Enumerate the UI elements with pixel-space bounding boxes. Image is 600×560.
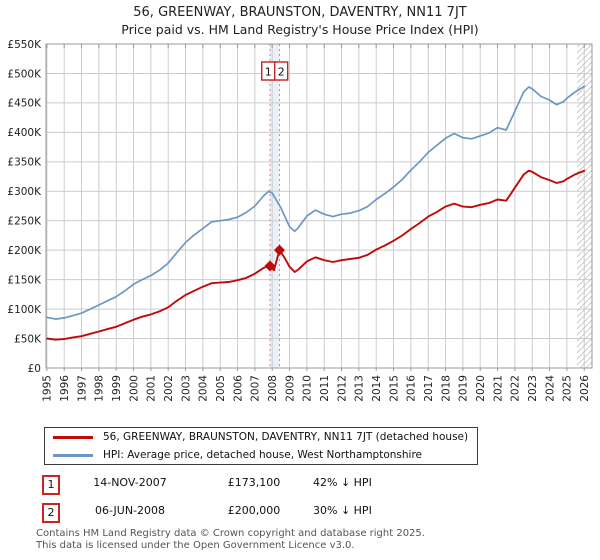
- x-axis-tick-label: 2007: [250, 375, 262, 402]
- x-axis-tick-label: 2022: [510, 375, 522, 402]
- transaction-hpi-delta: 42% ↓ HPI: [313, 476, 372, 489]
- x-axis-tick-label: 1999: [111, 375, 123, 402]
- x-axis-tick-label: 2025: [562, 375, 574, 402]
- transaction-row: 1 14-NOV-2007 £173,100 42% ↓ HPI: [0, 475, 600, 495]
- chart-legend: 56, GREENWAY, BRAUNSTON, DAVENTRY, NN11 …: [44, 427, 478, 465]
- transaction-hpi-delta: 30% ↓ HPI: [313, 504, 372, 517]
- y-axis-tick-label: £250K: [7, 216, 42, 228]
- y-axis-tick-label: £450K: [7, 98, 42, 110]
- transaction-date: 14-NOV-2007: [93, 476, 167, 489]
- x-axis-tick-label: 2019: [458, 375, 470, 402]
- transaction-date: 06-JUN-2008: [94, 504, 166, 517]
- y-axis-tick-label: £50K: [14, 333, 42, 345]
- transaction-number-badge: 2: [42, 503, 60, 523]
- x-axis-tick-label: 1998: [94, 375, 106, 402]
- hpi-line-swatch: [53, 453, 93, 457]
- x-axis-tick-label: 2011: [319, 375, 331, 402]
- transaction-price: £200,000: [227, 504, 281, 517]
- y-axis-tick-label: £200K: [7, 245, 42, 257]
- price-history-line-chart: £0 £50K £100K £150K £200K £250K £300K £350K £400…: [7, 39, 593, 402]
- x-axis-tick-label: 2013: [354, 375, 366, 402]
- future-hatch-region: [576, 44, 592, 368]
- series-line: [45, 169, 586, 341]
- x-axis-tick-label: 2024: [544, 375, 556, 402]
- y-axis-tick-label: £100K: [7, 304, 42, 316]
- y-axis-tick-label: £0: [28, 363, 41, 375]
- annotation-box-label: 2: [278, 66, 285, 79]
- sale-marker-diamond: [264, 260, 276, 272]
- legend-item-hpi: HPI: Average price, detached house, West…: [53, 448, 477, 463]
- y-axis-tick-label: £500K: [7, 68, 42, 80]
- y-axis-tick-label: £350K: [7, 157, 42, 169]
- x-axis-tick-label: 2018: [440, 375, 452, 402]
- y-axis-tick-label: £150K: [7, 274, 42, 286]
- x-axis-tick-label: 2014: [371, 375, 383, 402]
- x-axis-tick-label: 2012: [336, 375, 348, 402]
- x-axis-tick-label: 2006: [232, 375, 244, 402]
- x-axis-tick-label: 2023: [527, 375, 539, 402]
- x-axis-tick-label: 2017: [423, 375, 435, 402]
- footer-line-2: This data is licensed under the Open Gov…: [36, 539, 355, 551]
- license-footer: Contains HM Land Registry data © Crown c…: [36, 528, 596, 551]
- transaction-price: £173,100: [227, 476, 281, 489]
- property-line-swatch: [53, 435, 93, 439]
- legend-item-property: 56, GREENWAY, BRAUNSTON, DAVENTRY, NN11 …: [53, 430, 477, 445]
- page-title: 56, GREENWAY, BRAUNSTON, DAVENTRY, NN11 …: [133, 5, 467, 20]
- x-axis-tick-label: 2002: [163, 375, 175, 402]
- x-axis-tick-label: 2001: [146, 375, 158, 402]
- y-axis-tick-label: £300K: [7, 186, 42, 198]
- annotation-box: [274, 61, 289, 81]
- x-axis-tick-label: 1996: [59, 375, 71, 402]
- x-axis-tick-label: 1995: [42, 375, 54, 402]
- x-axis-tick-label: 2004: [198, 375, 210, 402]
- x-axis-tick-label: 2000: [128, 375, 140, 402]
- annotation-box-label: 1: [265, 66, 272, 79]
- x-axis-tick-label: 2026: [579, 375, 591, 402]
- transaction-number-badge: 1: [42, 475, 60, 495]
- legend-label: 56, GREENWAY, BRAUNSTON, DAVENTRY, NN11 …: [103, 431, 469, 443]
- page-subtitle: Price paid vs. HM Land Registry's House …: [121, 22, 479, 37]
- x-axis-tick-label: 2008: [267, 375, 279, 402]
- y-axis-tick-label: £400K: [7, 127, 42, 139]
- legend-label: HPI: Average price, detached house, West…: [103, 449, 422, 461]
- x-axis-tick-label: 2016: [406, 375, 418, 402]
- x-axis-tick-label: 2009: [284, 375, 296, 402]
- series-line: [46, 85, 586, 320]
- y-axis-tick-label: £550K: [7, 39, 42, 51]
- sale-period-band: [269, 44, 280, 368]
- transaction-row: 2 06-JUN-2008 £200,000 30% ↓ HPI: [0, 503, 600, 523]
- sale-marker-diamond: [273, 244, 285, 256]
- x-axis-tick-label: 2005: [215, 375, 227, 402]
- x-axis-tick-label: 2021: [492, 375, 504, 402]
- x-axis-tick-label: 1997: [76, 375, 88, 402]
- x-axis-tick-label: 2015: [388, 375, 400, 402]
- x-axis-tick-label: 2020: [475, 375, 487, 402]
- plot-frame: [45, 43, 593, 369]
- x-axis-tick-label: 2010: [302, 375, 314, 402]
- footer-line-1: Contains HM Land Registry data © Crown c…: [36, 528, 425, 539]
- x-axis-tick-label: 2003: [180, 375, 192, 402]
